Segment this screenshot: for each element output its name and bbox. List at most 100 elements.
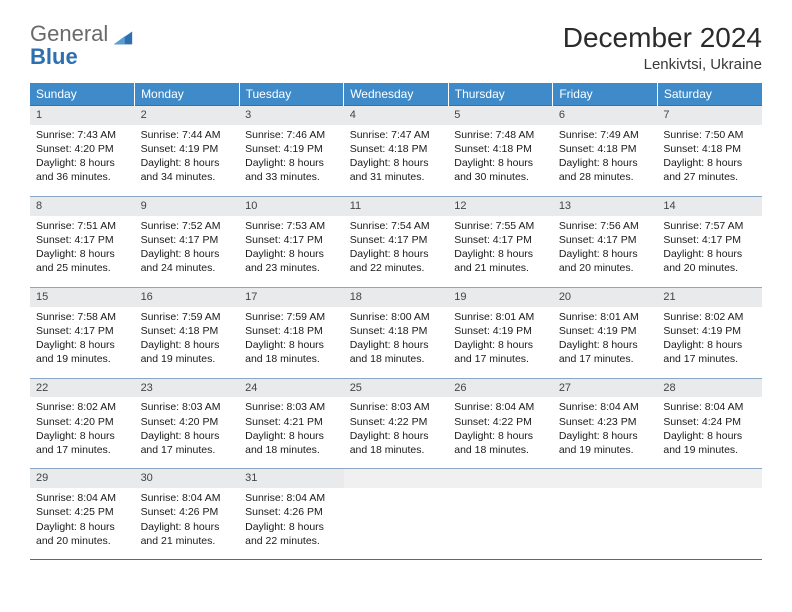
daylight-line: Daylight: 8 hours and 19 minutes. [141,338,234,366]
day-body: Sunrise: 8:04 AMSunset: 4:23 PMDaylight:… [553,397,658,468]
calendar-cell: 14Sunrise: 7:57 AMSunset: 4:17 PMDayligh… [657,196,762,287]
sunrise-line: Sunrise: 8:04 AM [454,400,547,414]
daylight-line: Daylight: 8 hours and 20 minutes. [559,247,652,275]
sunrise-line: Sunrise: 7:43 AM [36,128,129,142]
sunrise-line: Sunrise: 8:01 AM [454,310,547,324]
day-number: 17 [239,288,344,307]
daylight-line: Daylight: 8 hours and 18 minutes. [245,429,338,457]
day-number: 21 [657,288,762,307]
daylight-line: Daylight: 8 hours and 20 minutes. [36,520,129,548]
calendar-cell: 29Sunrise: 8:04 AMSunset: 4:25 PMDayligh… [30,469,135,560]
calendar-cell-blank [657,469,762,560]
daylight-line: Daylight: 8 hours and 19 minutes. [36,338,129,366]
sunrise-line: Sunrise: 7:44 AM [141,128,234,142]
sunrise-line: Sunrise: 8:04 AM [245,491,338,505]
sunrise-line: Sunrise: 8:04 AM [663,400,756,414]
sunrise-line: Sunrise: 7:47 AM [350,128,443,142]
day-body: Sunrise: 7:59 AMSunset: 4:18 PMDaylight:… [135,307,240,378]
day-body: Sunrise: 8:03 AMSunset: 4:22 PMDaylight:… [344,397,449,468]
sunset-line: Sunset: 4:25 PM [36,505,129,519]
calendar-page: General Blue December 2024 Lenkivtsi, Uk… [0,0,792,580]
day-number: 15 [30,288,135,307]
weekday-header: Wednesday [344,83,449,106]
calendar-cell: 19Sunrise: 8:01 AMSunset: 4:19 PMDayligh… [448,287,553,378]
sunset-line: Sunset: 4:17 PM [245,233,338,247]
day-number: 20 [553,288,658,307]
daylight-line: Daylight: 8 hours and 27 minutes. [663,156,756,184]
calendar-cell-blank [553,469,658,560]
sunset-line: Sunset: 4:22 PM [350,415,443,429]
day-number: 13 [553,197,658,216]
sunrise-line: Sunrise: 7:48 AM [454,128,547,142]
day-number: 5 [448,106,553,125]
day-number: 14 [657,197,762,216]
day-number: 8 [30,197,135,216]
weekday-header: Sunday [30,83,135,106]
logo-word-2: Blue [30,44,78,69]
calendar-cell-blank [344,469,449,560]
sunset-line: Sunset: 4:22 PM [454,415,547,429]
sunrise-line: Sunrise: 8:02 AM [36,400,129,414]
sunrise-line: Sunrise: 8:03 AM [350,400,443,414]
sunrise-line: Sunrise: 7:49 AM [559,128,652,142]
day-number: 24 [239,379,344,398]
calendar-row: 22Sunrise: 8:02 AMSunset: 4:20 PMDayligh… [30,378,762,469]
sunrise-line: Sunrise: 7:59 AM [245,310,338,324]
day-body: Sunrise: 8:02 AMSunset: 4:20 PMDaylight:… [30,397,135,468]
day-body: Sunrise: 7:51 AMSunset: 4:17 PMDaylight:… [30,216,135,287]
calendar-cell: 21Sunrise: 8:02 AMSunset: 4:19 PMDayligh… [657,287,762,378]
day-body: Sunrise: 7:52 AMSunset: 4:17 PMDaylight:… [135,216,240,287]
daylight-line: Daylight: 8 hours and 31 minutes. [350,156,443,184]
day-body: Sunrise: 7:49 AMSunset: 4:18 PMDaylight:… [553,125,658,196]
calendar-row: 8Sunrise: 7:51 AMSunset: 4:17 PMDaylight… [30,196,762,287]
calendar-cell: 16Sunrise: 7:59 AMSunset: 4:18 PMDayligh… [135,287,240,378]
sunset-line: Sunset: 4:17 PM [559,233,652,247]
sunset-line: Sunset: 4:18 PM [350,142,443,156]
day-body: Sunrise: 7:46 AMSunset: 4:19 PMDaylight:… [239,125,344,196]
sunrise-line: Sunrise: 7:56 AM [559,219,652,233]
sunrise-line: Sunrise: 7:59 AM [141,310,234,324]
day-body: Sunrise: 8:04 AMSunset: 4:26 PMDaylight:… [135,488,240,559]
sunset-line: Sunset: 4:17 PM [350,233,443,247]
daylight-line: Daylight: 8 hours and 17 minutes. [454,338,547,366]
weekday-header: Tuesday [239,83,344,106]
calendar-cell: 30Sunrise: 8:04 AMSunset: 4:26 PMDayligh… [135,469,240,560]
sunrise-line: Sunrise: 7:57 AM [663,219,756,233]
day-body: Sunrise: 7:43 AMSunset: 4:20 PMDaylight:… [30,125,135,196]
sunset-line: Sunset: 4:18 PM [350,324,443,338]
day-body: Sunrise: 7:59 AMSunset: 4:18 PMDaylight:… [239,307,344,378]
calendar-cell: 27Sunrise: 8:04 AMSunset: 4:23 PMDayligh… [553,378,658,469]
calendar-cell: 3Sunrise: 7:46 AMSunset: 4:19 PMDaylight… [239,106,344,197]
daylight-line: Daylight: 8 hours and 17 minutes. [36,429,129,457]
sunset-line: Sunset: 4:18 PM [141,324,234,338]
day-body: Sunrise: 8:04 AMSunset: 4:25 PMDaylight:… [30,488,135,559]
day-body: Sunrise: 7:48 AMSunset: 4:18 PMDaylight:… [448,125,553,196]
calendar-cell: 26Sunrise: 8:04 AMSunset: 4:22 PMDayligh… [448,378,553,469]
calendar-cell: 13 Sunrise: 7:56 AMSunset: 4:17 PMDayligh… [553,196,658,287]
daylight-line: Daylight: 8 hours and 18 minutes. [350,429,443,457]
calendar-table: SundayMondayTuesdayWednesdayThursdayFrid… [30,83,762,560]
calendar-cell: 10Sunrise: 7:53 AMSunset: 4:17 PMDayligh… [239,196,344,287]
calendar-cell: 6Sunrise: 7:49 AMSunset: 4:18 PMDaylight… [553,106,658,197]
sunset-line: Sunset: 4:18 PM [454,142,547,156]
daylight-line: Daylight: 8 hours and 22 minutes. [245,520,338,548]
daylight-line: Daylight: 8 hours and 18 minutes. [350,338,443,366]
sunrise-line: Sunrise: 7:46 AM [245,128,338,142]
sunset-line: Sunset: 4:18 PM [663,142,756,156]
sunset-line: Sunset: 4:26 PM [245,505,338,519]
calendar-cell: 18Sunrise: 8:00 AMSunset: 4:18 PMDayligh… [344,287,449,378]
daylight-line: Daylight: 8 hours and 19 minutes. [559,429,652,457]
daylight-line: Daylight: 8 hours and 19 minutes. [663,429,756,457]
day-body: Sunrise: 7:55 AMSunset: 4:17 PMDaylight:… [448,216,553,287]
day-number: 23 [135,379,240,398]
calendar-cell: 20Sunrise: 8:01 AMSunset: 4:19 PMDayligh… [553,287,658,378]
sunset-line: Sunset: 4:23 PM [559,415,652,429]
day-number: 30 [135,469,240,488]
day-body: Sunrise: 8:03 AMSunset: 4:20 PMDaylight:… [135,397,240,468]
calendar-cell: 31Sunrise: 8:04 AMSunset: 4:26 PMDayligh… [239,469,344,560]
calendar-cell: 2Sunrise: 7:44 AMSunset: 4:19 PMDaylight… [135,106,240,197]
calendar-cell: 15Sunrise: 7:58 AMSunset: 4:17 PMDayligh… [30,287,135,378]
sunset-line: Sunset: 4:17 PM [454,233,547,247]
sunset-line: Sunset: 4:17 PM [36,324,129,338]
sunset-line: Sunset: 4:17 PM [36,233,129,247]
